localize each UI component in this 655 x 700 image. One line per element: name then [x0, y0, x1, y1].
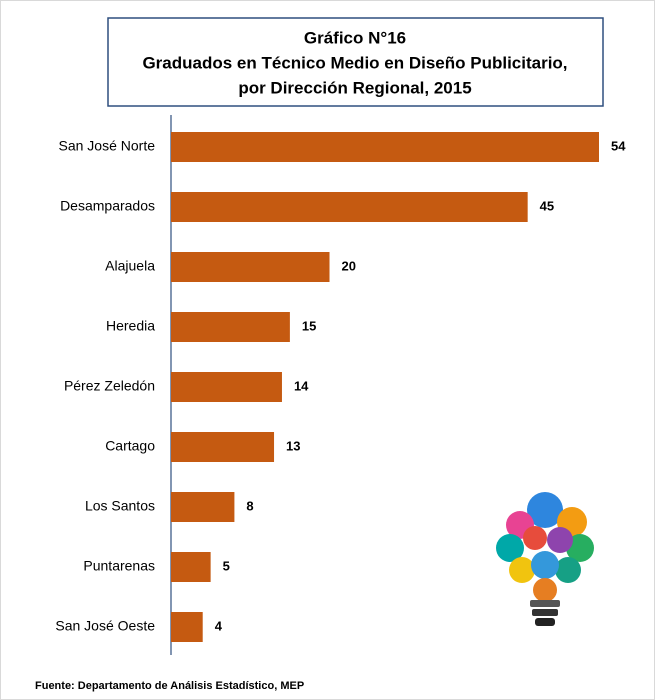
value-label: 45 — [540, 198, 554, 213]
value-label: 15 — [302, 318, 316, 333]
value-label: 14 — [294, 378, 309, 393]
bar — [171, 492, 235, 522]
value-label: 54 — [611, 138, 626, 153]
category-label: Pérez Zeledón — [64, 378, 155, 394]
category-label: Alajuela — [105, 258, 155, 274]
value-label: 8 — [246, 498, 253, 513]
category-label: Heredia — [106, 318, 155, 334]
category-label: Puntarenas — [83, 558, 155, 574]
bar — [171, 432, 275, 462]
bar — [171, 252, 330, 282]
bar — [171, 312, 290, 342]
chart-title: Gráfico N°16 — [304, 28, 406, 47]
category-label: Los Santos — [85, 498, 155, 514]
value-label: 13 — [286, 438, 300, 453]
bar — [171, 552, 211, 582]
category-label: Cartago — [105, 438, 155, 454]
category-label: San José Norte — [59, 138, 156, 154]
bar — [171, 132, 599, 162]
title-box — [107, 17, 604, 107]
category-label: Desamparados — [60, 198, 155, 214]
chart-subtitle: por Dirección Regional, 2015 — [238, 78, 471, 97]
value-label: 4 — [215, 618, 223, 633]
bar — [171, 192, 528, 222]
bar — [171, 372, 282, 402]
source-note: Fuente: Departamento de Análisis Estadís… — [35, 680, 304, 692]
chart-subtitle: Graduados en Técnico Medio en Diseño Pub… — [142, 53, 567, 72]
category-label: San José Oeste — [55, 618, 155, 634]
lightbulb-icon — [496, 492, 594, 626]
value-label: 20 — [342, 258, 356, 273]
value-label: 5 — [223, 558, 230, 573]
bar — [171, 612, 203, 642]
